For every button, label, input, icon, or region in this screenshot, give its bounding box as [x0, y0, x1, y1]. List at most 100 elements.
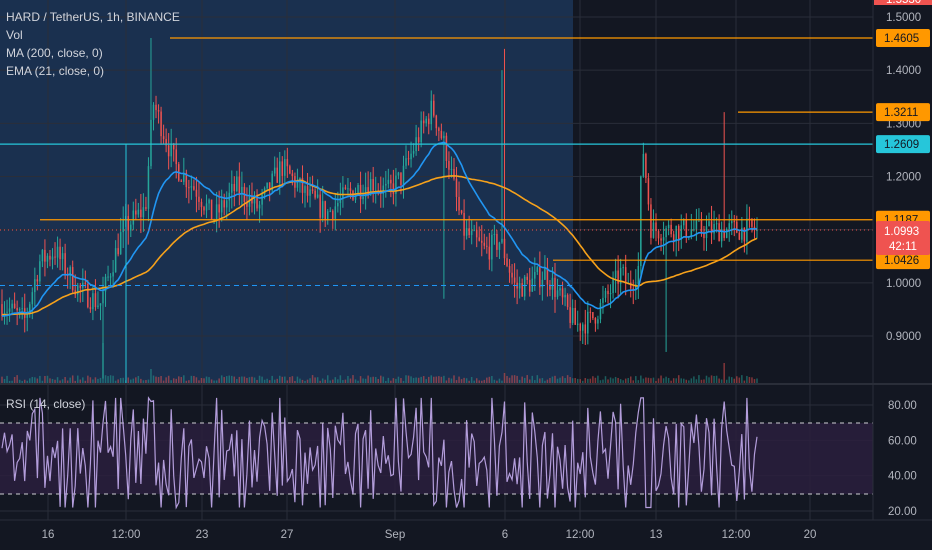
candle — [59, 238, 61, 271]
candle — [208, 198, 210, 211]
candle — [695, 208, 698, 241]
volume-bar — [119, 377, 122, 383]
volume-bar — [321, 378, 324, 383]
volume-bar — [695, 379, 698, 383]
candle — [410, 141, 412, 168]
time-axis[interactable]: 16 12:00 23 27 Sep 6 12:00 13 12:00 20 — [42, 529, 817, 541]
legend-ema[interactable]: EMA (21, close, 0) — [6, 64, 105, 78]
level-price-tag[interactable]: 1.4605 — [876, 29, 930, 48]
candle — [64, 243, 66, 280]
rsi-line — [1, 396, 758, 510]
candle — [97, 291, 99, 309]
volume-bar — [354, 379, 357, 383]
volume-bar — [427, 376, 430, 383]
level-price-tag[interactable]: 1.0426 — [876, 251, 930, 270]
candle — [359, 171, 362, 213]
volume-bar — [71, 375, 74, 383]
candle — [730, 210, 733, 236]
candle — [642, 142, 645, 178]
candle — [132, 201, 135, 231]
volume-bar — [256, 379, 258, 383]
volume-bar — [392, 378, 395, 383]
price-tick-label: 1.4000 — [886, 65, 921, 77]
candle — [231, 170, 233, 209]
volume-bar — [342, 380, 344, 383]
volume-bar — [374, 376, 377, 383]
candle — [748, 206, 751, 228]
candle — [273, 156, 276, 177]
volume-bar — [92, 379, 94, 383]
candle — [576, 310, 579, 332]
candle — [647, 173, 650, 211]
volume-bar — [546, 379, 549, 383]
candle — [420, 111, 422, 148]
volume-bar — [271, 375, 273, 383]
volume-bar — [723, 363, 725, 383]
volume-bar — [683, 378, 685, 383]
candle — [427, 113, 430, 135]
svg-text:1.0993: 1.0993 — [884, 226, 919, 238]
rsi-axis[interactable]: 80.00 60.00 40.00 20.00 — [888, 400, 917, 518]
volume-bar — [319, 380, 321, 383]
volume-bar — [87, 375, 89, 383]
volume-bar — [647, 377, 650, 383]
candle — [49, 249, 51, 267]
volume-bar — [407, 375, 410, 383]
volume-bar — [69, 377, 71, 383]
candle — [574, 299, 576, 326]
volume-bar — [614, 376, 617, 383]
volume-bar — [369, 377, 372, 383]
volume-bar — [137, 375, 140, 383]
horizontal-levels[interactable] — [0, 37, 873, 383]
candle — [332, 209, 334, 229]
candle — [329, 207, 332, 213]
candle — [210, 199, 213, 221]
candle — [119, 217, 122, 255]
volume-bar — [306, 379, 309, 383]
price-tick-label: 1.5000 — [886, 12, 921, 24]
rsi-legend[interactable]: RSI (14, close) — [6, 397, 86, 411]
candle — [675, 225, 677, 257]
volume-bar — [609, 377, 612, 383]
volume-bar — [11, 380, 13, 383]
volume-bar — [435, 376, 438, 383]
candle — [104, 273, 107, 307]
level-price-tag[interactable]: 1.3211 — [876, 103, 930, 122]
top-price-tag: 1.5530 — [874, 0, 932, 6]
volume-bar — [410, 376, 412, 383]
candle — [337, 191, 339, 213]
volume-bar — [670, 380, 672, 383]
volume-bar — [637, 380, 640, 383]
volume-bar — [142, 380, 145, 383]
volume-bar — [405, 375, 407, 383]
volume-bar — [703, 379, 705, 383]
volume-bar — [311, 375, 314, 383]
volume-bar — [458, 376, 460, 383]
volume-bar — [286, 380, 289, 383]
level-price-tag[interactable]: 1.2609 — [876, 135, 930, 154]
volume-bar — [725, 379, 728, 383]
volume-bar — [746, 375, 748, 383]
candle — [450, 156, 453, 178]
volume-bar — [417, 377, 420, 383]
candle — [579, 322, 582, 341]
volume-bar — [296, 376, 299, 383]
volume-bar — [382, 376, 385, 383]
legend-ma[interactable]: MA (200, close, 0) — [6, 46, 103, 60]
volume-bar — [743, 380, 746, 383]
chart-title[interactable]: HARD / TetherUS, 1h, BINANCE — [6, 10, 180, 24]
volume-bar — [357, 380, 359, 383]
candle — [498, 241, 501, 259]
volume-bar — [627, 378, 629, 383]
legend-volume[interactable]: Vol — [6, 28, 23, 42]
volume-bar — [544, 380, 546, 383]
candle — [291, 169, 294, 186]
volume-bar — [339, 375, 342, 383]
candle — [344, 184, 347, 190]
candle — [751, 217, 753, 233]
volume-bar — [556, 378, 559, 383]
volume-bar — [140, 378, 142, 383]
volume-bar — [177, 376, 180, 383]
candle — [188, 179, 190, 204]
